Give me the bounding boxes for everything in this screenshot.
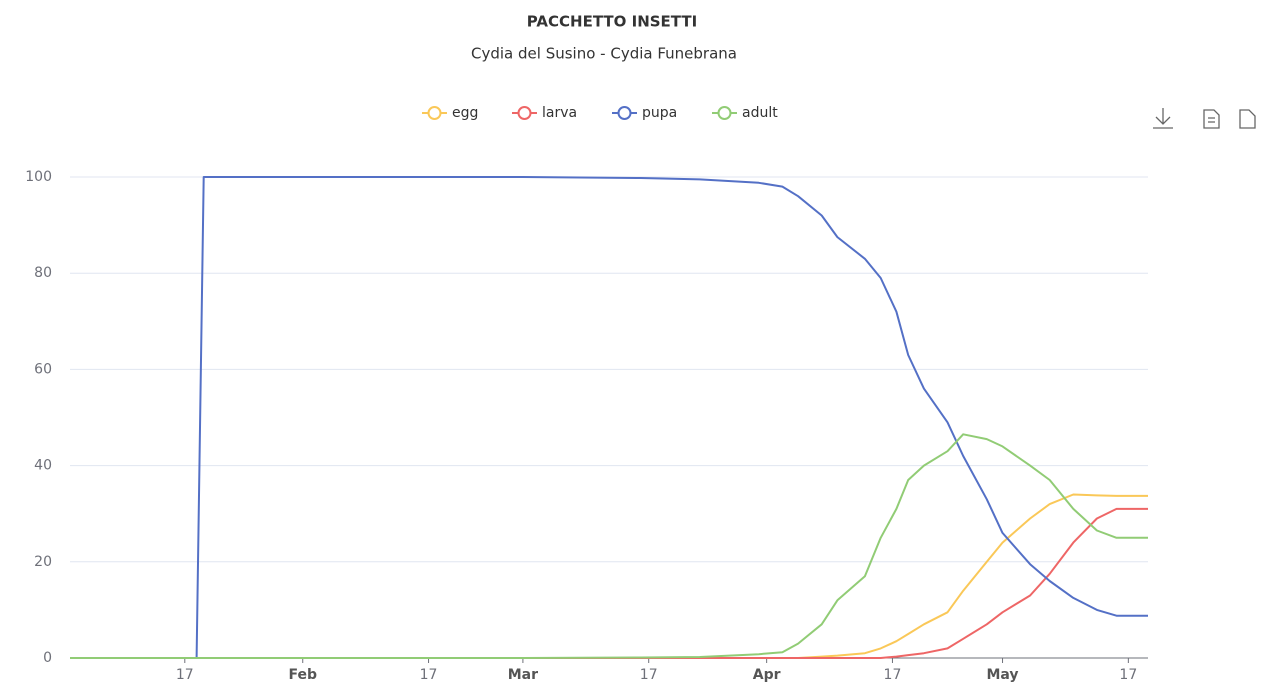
legend-label: pupa — [642, 105, 677, 121]
legend-marker — [717, 106, 732, 120]
y-tick-label: 40 — [34, 458, 52, 474]
x-tick-label: 17 — [1119, 667, 1137, 683]
series-line — [70, 493, 1148, 659]
y-tick-label: 0 — [43, 650, 52, 666]
series-line — [70, 433, 1148, 659]
series-line — [70, 507, 1148, 659]
data-view-icon[interactable] — [1203, 109, 1220, 129]
y-tick-label: 100 — [25, 169, 52, 185]
toolbox[interactable] — [1153, 108, 1256, 129]
x-tick-label: 17 — [176, 667, 194, 683]
x-tick-label: Mar — [508, 667, 538, 683]
download-icon[interactable] — [1153, 108, 1173, 129]
x-tick-label: 17 — [640, 667, 658, 683]
chart-title: PACCHETTO INSETTI — [527, 13, 697, 31]
x-tick-label: May — [986, 667, 1018, 683]
x-tick-label: Apr — [753, 667, 781, 683]
y-tick-label: 80 — [34, 265, 52, 281]
y-tick-label: 20 — [34, 554, 52, 570]
series-line — [70, 176, 1148, 659]
restore-icon[interactable] — [1239, 109, 1256, 129]
legend-label: adult — [742, 105, 778, 121]
x-tick-label: 17 — [420, 667, 438, 683]
legend-label: larva — [542, 105, 577, 121]
legend-label: egg — [452, 105, 478, 121]
x-tick-label: Feb — [288, 667, 317, 683]
legend-marker — [617, 106, 632, 120]
legend-marker — [427, 106, 442, 120]
x-tick-label: 17 — [884, 667, 902, 683]
y-tick-label: 60 — [34, 361, 52, 377]
chart-subtitle: Cydia del Susino - Cydia Funebrana — [471, 45, 737, 63]
legend-marker — [517, 106, 532, 120]
